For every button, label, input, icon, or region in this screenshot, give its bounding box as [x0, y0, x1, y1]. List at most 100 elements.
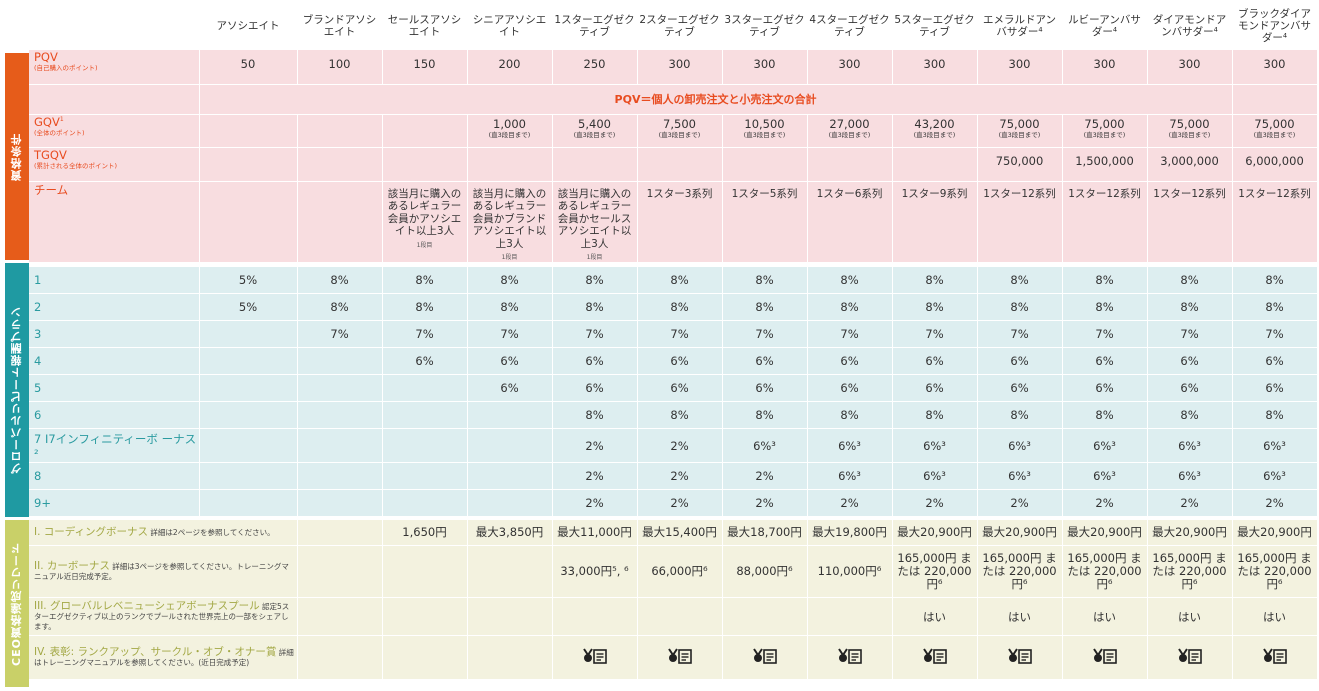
cell-value: 6% — [670, 354, 689, 368]
cell-value: 1スター3系列 — [646, 187, 713, 200]
table-row: 3 7% 7% 7% 7% 7% 7% 7% 7% 7% 7% 7% 7% — [29, 320, 1318, 348]
table-cell: 6%³ — [1062, 428, 1148, 463]
cell-value: 6% — [1180, 354, 1199, 368]
cell-value: 1スター12系列 — [1153, 187, 1226, 200]
table-cell — [552, 597, 638, 636]
cell-subnote: (直3段目まで) — [658, 130, 701, 139]
cell-value: 33,000円⁵, ⁶ — [560, 564, 629, 578]
pqv-note: PQV＝個人の卸売注文と小売注文の合計 — [199, 84, 1233, 115]
cell-subnote: (直3段目まで) — [488, 130, 531, 139]
cell-value: 2% — [1180, 496, 1199, 510]
table-cell: 7% — [297, 320, 383, 348]
row-label-sub: (累計される全体のポイント) — [34, 161, 118, 170]
row-label-text: 3 — [34, 327, 42, 341]
table-cell: 6%³ — [892, 428, 978, 463]
table-cell — [977, 635, 1063, 680]
table-row: TGQV (累計される全体のポイント) 750,000 1,500,000 3,000,… — [29, 147, 1318, 182]
cell-value: 6% — [925, 354, 944, 368]
table-cell: 33,000円⁵, ⁶ — [552, 545, 638, 598]
footnote-mark: 1 — [59, 115, 64, 123]
cell-value: 75,000 — [999, 116, 1040, 131]
cell-value: 8% — [415, 300, 434, 314]
cell-value: 7% — [1095, 327, 1114, 341]
table-cell: 6% — [1147, 374, 1233, 402]
table-cell: 8% — [722, 401, 808, 429]
row-label: II. カーボーナス 詳細は3ページを参照してください。トレーニングマニュアル近… — [29, 545, 298, 598]
table-cell: 最大18,700円 — [722, 519, 808, 546]
row-label: 1 — [29, 266, 200, 294]
rank-header: シニアアソシエイト — [472, 14, 547, 38]
cell-value: はい — [1178, 609, 1201, 624]
table-cell: 750,000 — [977, 147, 1063, 182]
table-row: I. コーディングボーナス 詳細は2ページを参照してください。 1,650円 最大3… — [29, 519, 1318, 546]
cell-value: 300 — [1008, 57, 1031, 71]
table-cell: 6%³ — [977, 462, 1063, 490]
row-label-text: 7 I7インフィニティーボ ーナス² — [34, 431, 197, 461]
cell-subnote: (直3段目まで) — [828, 130, 871, 139]
table-row: IV. 表彰: ランクアップ、サークル・オブ・オナー賞 詳細はトレーニングマニュ… — [29, 635, 1318, 680]
cell-subnote: (直3段目まで) — [998, 130, 1041, 139]
table-cell: 8% — [297, 266, 383, 294]
table-cell: 6% — [1062, 347, 1148, 375]
row-label-title: I. コーディングボーナス — [34, 525, 149, 538]
cell-value: 75,000 — [1169, 116, 1210, 131]
cell-value: 7% — [755, 327, 774, 341]
cell-value: 300 — [1178, 57, 1201, 71]
table-cell: 2% — [1147, 489, 1233, 517]
cell-value: 8% — [585, 408, 604, 422]
cell-value: 6% — [585, 354, 604, 368]
table-cell — [722, 147, 808, 182]
table-cell: 300 — [1062, 50, 1148, 85]
table-cell: はい — [1147, 597, 1233, 636]
table-cell: はい — [1232, 597, 1318, 636]
cell-value: 最大19,800円 — [812, 525, 887, 540]
award-certificate-icon — [922, 647, 948, 668]
rank-header: 2スターエグゼクティブ — [639, 14, 720, 38]
table-cell — [297, 597, 383, 636]
table-cell: 27,000 (直3段目まで) — [807, 114, 893, 148]
cell-value: 27,000 — [829, 116, 870, 131]
table-cell: 1,000 (直3段目まで) — [467, 114, 553, 148]
table-cell: 8% — [1062, 401, 1148, 429]
rank-header: ブランドアソシエイト — [302, 14, 377, 38]
cell-value: 1スター6系列 — [816, 187, 883, 200]
table-cell — [199, 181, 298, 264]
table-cell — [552, 635, 638, 680]
table-cell — [199, 401, 298, 429]
table-cell: 8% — [807, 266, 893, 294]
table-cell: 5% — [199, 266, 298, 294]
row-label: 3 — [29, 320, 200, 348]
table-cell — [297, 114, 383, 148]
table-cell: 7% — [382, 320, 468, 348]
award-certificate-icon — [1007, 647, 1033, 668]
table-cell: 8% — [722, 266, 808, 294]
table-cell: 6% — [722, 347, 808, 375]
row-label-sub: (自己購入のポイント) — [34, 64, 98, 72]
table-cell: 75,000 (直3段目まで) — [1062, 114, 1148, 148]
cell-subnote: (直3段目まで) — [743, 130, 786, 139]
rank-header-row: アソシエイト ブランドアソシエイト セールスアソシエイト シニアアソシエイト 1スターエ… — [29, 2, 1317, 50]
table-cell: 43,200 (直3段目まで) — [892, 114, 978, 148]
table-cell: 7,500 (直3段目まで) — [637, 114, 723, 148]
cell-value: 165,000円 または 220,000円⁶ — [1067, 551, 1142, 591]
cell-value: 最大20,900円 — [1152, 525, 1227, 540]
table-cell: 2% — [807, 489, 893, 517]
table-cell: 7% — [1232, 320, 1318, 348]
table-cell: 8% — [1062, 293, 1148, 321]
cell-value: 1スター5系列 — [731, 187, 798, 200]
table-cell: 最大3,850円 — [467, 519, 553, 546]
table-cell: 6%³ — [807, 462, 893, 490]
cell-value: 8% — [925, 272, 944, 287]
cell-value: 10,500 — [744, 116, 785, 131]
table-cell — [807, 147, 893, 182]
table-cell: 最大20,900円 — [892, 519, 978, 546]
table-cell: 1スター9系列 — [892, 181, 978, 264]
cell-value: 2% — [670, 438, 689, 453]
table-cell — [199, 147, 298, 182]
cell-value: 最大20,900円 — [1067, 525, 1142, 540]
table-cell: 8% — [637, 293, 723, 321]
cell-value: 1スター9系列 — [901, 187, 968, 200]
cell-value: 6% — [500, 381, 519, 395]
cell-level-note: 1段目 — [416, 241, 433, 249]
table-cell — [199, 374, 298, 402]
